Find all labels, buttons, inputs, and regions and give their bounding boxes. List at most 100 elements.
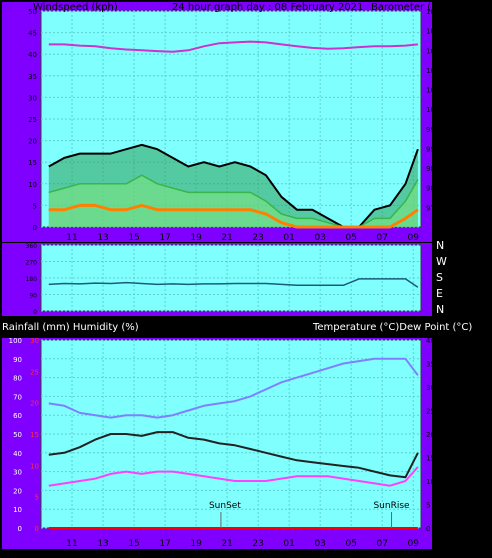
humidity-tick-label: 40 xyxy=(13,450,22,458)
windspeed-tick-label: 35 xyxy=(28,73,37,81)
time-tick-label: 21 xyxy=(221,539,232,549)
climate-series xyxy=(48,357,419,529)
barometer-line xyxy=(48,40,418,53)
barometer-tick-label: 990 xyxy=(426,145,439,153)
windspeed-tick-label: 10 xyxy=(28,181,37,189)
rainfall-tick-label: 10 xyxy=(30,462,39,470)
direction-tick-label: 90 xyxy=(29,293,37,300)
direction-tick-label: 180 xyxy=(26,276,38,283)
windspeed-tick-label: 0 xyxy=(33,224,37,232)
time-tick-label: 15 xyxy=(128,539,139,549)
temperature-tick-label: 0 xyxy=(426,525,430,533)
humidity-tick-label: 0 xyxy=(18,525,22,533)
rainfall-tick-label: 5 xyxy=(35,494,39,502)
direction-series xyxy=(48,278,419,288)
compass-label-w: W xyxy=(436,255,447,268)
wind-series xyxy=(48,40,419,229)
temperature-tick-label: 35 xyxy=(426,361,435,369)
humidity-tick-label: 10 xyxy=(13,506,22,514)
temperature-line xyxy=(48,357,419,419)
time-tick-label: 13 xyxy=(97,539,108,549)
time-tick-label: 23 xyxy=(252,539,263,549)
barometer-tick-label: 975 xyxy=(426,204,439,212)
wind-direction-line xyxy=(48,278,419,288)
windspeed-tick-label: 25 xyxy=(28,116,37,124)
barometer-axis-label: Barometer (hpa) xyxy=(371,2,454,13)
compass-label-e: E xyxy=(436,287,443,300)
windspeed-tick-label: 45 xyxy=(28,30,37,38)
time-tick-label: 21 xyxy=(221,233,232,243)
lull-line xyxy=(48,203,419,229)
barometer-tick-label: 1025 xyxy=(426,8,444,16)
time-tick-label: 15 xyxy=(128,233,139,243)
windspeed-tick-label: 5 xyxy=(33,202,37,210)
rainfall-humidity-axis-label: Rainfall (mm) Humidity (%) xyxy=(2,322,139,333)
time-tick-label: 11 xyxy=(66,233,77,243)
graph-title: 24 hour graph day : 08 February 2021 xyxy=(172,2,363,13)
temperature-dewpoint-axis-label: Temperature (°C)Dew Point (°C) xyxy=(312,322,472,333)
sunrise-label: SunRise xyxy=(373,501,410,511)
humidity-tick-label: 80 xyxy=(13,375,22,383)
temperature-tick-label: 30 xyxy=(426,384,435,392)
time-tick-label: 07 xyxy=(376,233,387,243)
time-tick-label: 09 xyxy=(408,539,420,549)
windspeed-tick-label: 40 xyxy=(28,51,37,59)
average-area xyxy=(48,175,418,227)
compass-label-s: S xyxy=(436,271,443,284)
windspeed-tick-label: 30 xyxy=(28,94,37,102)
humidity-tick-label: 20 xyxy=(13,487,22,495)
time-tick-label: 19 xyxy=(190,539,202,549)
rainfall-tick-label: 25 xyxy=(30,368,39,376)
barometer-tick-label: 995 xyxy=(426,126,439,134)
compass-label-n-bottom: N xyxy=(436,303,444,316)
temperature-tick-label: 25 xyxy=(426,408,435,416)
barometer-tick-label: 1020 xyxy=(426,28,444,36)
direction-tick-label: 270 xyxy=(26,260,38,267)
humidity-tick-label: 100 xyxy=(9,337,22,345)
time-tick-label: 19 xyxy=(190,233,202,243)
humidity-tick-label: 90 xyxy=(13,356,22,364)
rainfall-tick-label: 15 xyxy=(30,431,39,439)
temperature-tick-label: 40 xyxy=(426,337,435,345)
barometer-tick-label: 1015 xyxy=(426,47,444,55)
time-tick-label: 09 xyxy=(408,233,420,243)
barometer-tick-label: 985 xyxy=(426,165,439,173)
time-tick-label: 13 xyxy=(97,233,108,243)
windspeed-tick-label: 20 xyxy=(28,138,37,146)
time-tick-label: 11 xyxy=(66,539,77,549)
direction-tick-label: 0 xyxy=(33,309,37,316)
humidity-tick-label: 50 xyxy=(13,431,22,439)
barometer-tick-label: 980 xyxy=(426,185,439,193)
temperature-tick-label: 10 xyxy=(426,478,435,486)
rainfall-tick-label: 20 xyxy=(30,400,39,408)
time-tick-label: 17 xyxy=(159,539,170,549)
temperature-tick-label: 15 xyxy=(426,455,435,463)
barometer-tick-label: 1005 xyxy=(426,87,444,95)
axis-tick-labels: 0510152025303540455097598098599099510001… xyxy=(9,8,444,549)
time-tick-label: 03 xyxy=(314,233,325,243)
time-tick-label: 23 xyxy=(252,233,263,243)
compass-label-n-top: N xyxy=(436,239,444,252)
dew-point-line xyxy=(48,466,419,487)
rainfall-tick-label: 0 xyxy=(35,525,39,533)
humidity-tick-label: 70 xyxy=(13,393,22,401)
time-tick-label: 07 xyxy=(376,539,387,549)
humidity-line xyxy=(48,431,419,479)
time-tick-label: 03 xyxy=(314,539,325,549)
time-tick-label: 01 xyxy=(283,233,294,243)
barometer-tick-label: 1010 xyxy=(426,67,444,75)
temperature-tick-label: 5 xyxy=(426,502,430,510)
time-tick-label: 17 xyxy=(159,233,170,243)
time-tick-label: 05 xyxy=(345,233,356,243)
time-tick-label: 05 xyxy=(345,539,356,549)
humidity-tick-label: 30 xyxy=(13,469,22,477)
barometer-tick-label: 1000 xyxy=(426,106,444,114)
windspeed-tick-label: 50 xyxy=(28,8,37,16)
humidity-tick-label: 60 xyxy=(13,412,22,420)
direction-tick-label: 360 xyxy=(26,243,38,250)
sunset-label: SunSet xyxy=(209,501,241,511)
rainfall-tick-label: 30 xyxy=(30,337,39,345)
time-tick-label: 01 xyxy=(283,539,294,549)
